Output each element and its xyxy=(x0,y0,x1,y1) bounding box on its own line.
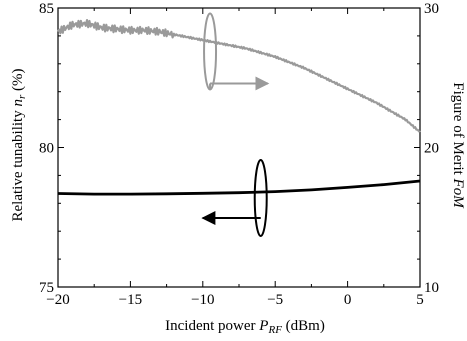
x-tick-label: −15 xyxy=(119,292,142,308)
y-left-tick-label: 85 xyxy=(39,1,54,17)
series-fom-line xyxy=(57,19,421,133)
y-axis-right-title: Figure of Merit FoM xyxy=(450,82,466,209)
x-tick-label: −20 xyxy=(46,292,69,308)
x-axis-title: Incident power PRF (dBm) xyxy=(165,318,325,336)
x-tick-label: 0 xyxy=(344,292,352,308)
plot-border xyxy=(57,7,421,288)
x-tick-label: −10 xyxy=(191,292,214,308)
y-right-tick-label: 10 xyxy=(424,280,439,296)
series-tunability-line xyxy=(57,179,421,196)
y-right-tick-label: 20 xyxy=(424,141,439,157)
annotation-layer xyxy=(201,12,270,238)
y-left-tick-label: 75 xyxy=(39,280,54,296)
plot-frame xyxy=(57,7,421,288)
ticks-layer: −20 −15 −10 −5 0 5 75 80 85 10 20 30 xyxy=(39,1,439,308)
y-left-tick-label: 80 xyxy=(39,141,54,157)
x-tick-label: 5 xyxy=(416,292,424,308)
y-right-tick-label: 30 xyxy=(424,1,439,17)
tunability-ellipse xyxy=(253,159,268,238)
y-axis-left-title: Relative tunability nr (%) xyxy=(10,68,28,221)
x-tick-label: −5 xyxy=(267,292,283,308)
series-layer xyxy=(57,19,421,196)
fom-ellipse xyxy=(203,12,218,91)
